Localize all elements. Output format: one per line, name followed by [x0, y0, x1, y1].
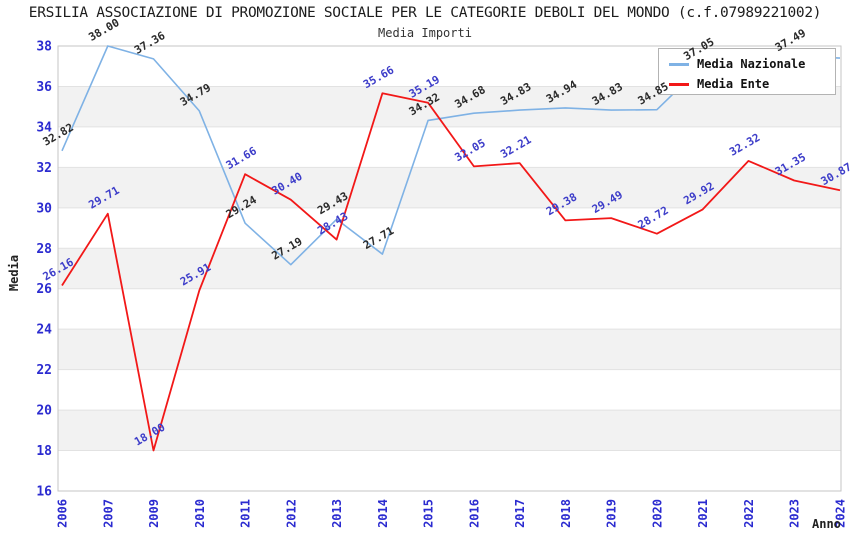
nazionale-value-label: 32.82	[41, 121, 76, 149]
nazionale-value-label: 34.83	[590, 80, 625, 108]
x-tick-label: 2019	[605, 499, 619, 528]
grid-band	[58, 410, 841, 451]
y-tick-label: 36	[36, 80, 52, 95]
y-tick-label: 22	[36, 363, 52, 378]
plot-border	[57, 45, 842, 492]
x-tick-label: 2006	[56, 499, 70, 528]
nazionale-value-label: 34.32	[407, 90, 442, 118]
x-tick-label: 2023	[788, 499, 802, 528]
ente-value-label: 28.43	[315, 210, 350, 238]
grid-band	[58, 248, 841, 289]
x-tick-label: 2012	[284, 499, 298, 528]
nazionale-value-label: 34.83	[498, 80, 533, 108]
x-tick-label: 2013	[330, 499, 344, 528]
nazionale-value-label: 34.68	[453, 83, 488, 111]
y-tick-label: 18	[36, 444, 52, 459]
y-tick-label: 32	[36, 161, 52, 176]
ente-value-label: 28.72	[636, 204, 671, 232]
legend: Media Nazionale Media Ente	[658, 48, 836, 95]
x-tick-label: 2021	[696, 499, 710, 528]
legend-item-nazionale: Media Nazionale	[669, 54, 835, 74]
y-tick-label: 38	[36, 40, 52, 55]
ente-value-label: 35.66	[361, 63, 397, 91]
nazionale-value-label: 34.79	[178, 81, 213, 109]
nazionale-value-label: 34.94	[544, 78, 580, 106]
x-tick-label: 2011	[239, 499, 253, 528]
ente-value-label: 30.87	[819, 160, 850, 188]
chart-title: ERSILIA ASSOCIAZIONE DI PROMOZIONE SOCIA…	[28, 5, 822, 21]
x-tick-label: 2022	[742, 499, 756, 528]
media-ente-line-swatch	[669, 82, 689, 86]
grid-band	[58, 329, 841, 370]
nazionale-value-label: 27.19	[269, 235, 304, 263]
ente-value-label: 32.05	[453, 136, 488, 164]
x-tick-label: 2018	[559, 499, 573, 528]
x-tick-label: 2009	[147, 499, 161, 528]
nazionale-value-label: 29.24	[224, 193, 260, 221]
x-tick-label: 2007	[101, 499, 115, 528]
grid-band	[58, 167, 841, 208]
y-tick-label: 28	[36, 242, 52, 257]
ente-value-label: 26.16	[41, 255, 77, 283]
ente-value-label: 31.66	[224, 144, 260, 172]
ente-value-label: 29.38	[544, 190, 579, 218]
y-tick-label: 20	[36, 404, 52, 419]
legend-label-ente: Media Ente	[697, 77, 770, 91]
y-tick-label: 26	[36, 282, 52, 297]
ente-value-label: 30.40	[269, 170, 304, 198]
ente-value-label: 32.32	[727, 131, 762, 159]
nazionale-value-label: 29.43	[315, 189, 350, 217]
ente-value-label: 29.71	[86, 184, 122, 212]
ente-value-label: 29.92	[681, 179, 716, 207]
y-tick-label: 16	[36, 485, 52, 500]
y-axis-title: Media	[7, 254, 21, 292]
ente-value-label: 25.91	[178, 260, 214, 288]
ente-value-label: 29.49	[590, 188, 625, 216]
chart-subtitle: Media Importi	[378, 26, 472, 40]
x-tick-label: 2020	[650, 499, 664, 528]
x-tick-label: 2014	[376, 499, 390, 528]
y-tick-label: 34	[36, 120, 52, 135]
y-tick-label: 30	[36, 201, 52, 216]
x-tick-label: 2010	[193, 499, 207, 528]
x-tick-label: 2016	[467, 499, 481, 528]
x-axis-title: Anno	[812, 517, 841, 531]
y-tick-label: 24	[36, 323, 52, 338]
legend-item-ente: Media Ente	[669, 74, 835, 94]
ente-value-label: 32.21	[498, 133, 534, 161]
x-tick-label: 2017	[513, 499, 527, 528]
media-nazionale-line-swatch	[669, 62, 689, 66]
ente-value-label: 31.35	[773, 151, 808, 179]
x-tick-label: 2015	[422, 499, 436, 528]
legend-label-nazionale: Media Nazionale	[697, 57, 806, 71]
media-ente-line	[61, 92, 841, 452]
ente-value-label: 35.19	[407, 73, 442, 101]
nazionale-value-label: 27.71	[361, 224, 397, 252]
ente-value-label: 18.00	[132, 421, 167, 449]
